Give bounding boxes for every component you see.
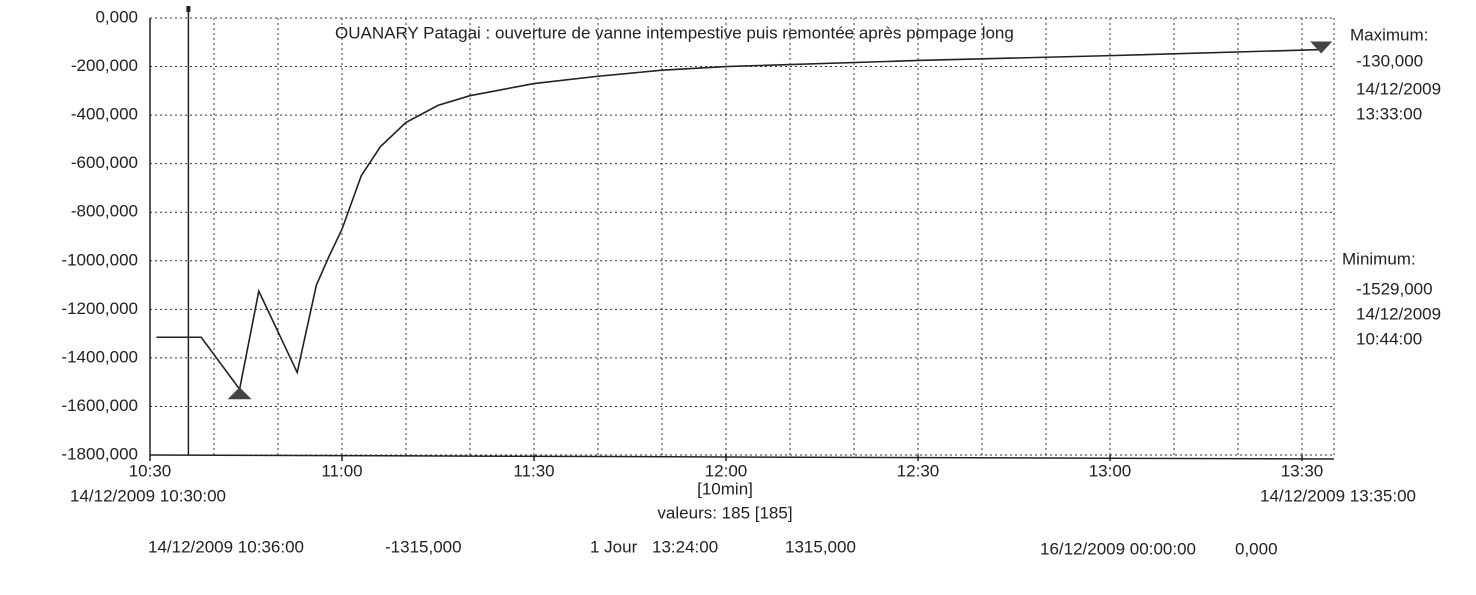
x-tick-label: 10:30 (129, 461, 172, 480)
cursor-handle (186, 6, 191, 12)
chart-title: OUANARY Patagai : ouverture de vanne int… (335, 23, 1014, 42)
y-tick-label: -400,000 (71, 105, 138, 124)
interval-label: [10min] (697, 479, 753, 498)
y-tick-label: -1400,000 (61, 347, 138, 366)
y-tick-label: -1800,000 (61, 444, 138, 463)
x-axis (149, 454, 1335, 460)
x-tick-label: 13:00 (1089, 461, 1132, 480)
x-tick-label: 11:30 (513, 461, 554, 480)
y-tick-label: -800,000 (71, 202, 138, 221)
x-end-label: 14/12/2009 13:35:00 (1260, 486, 1416, 505)
end-value: 0,000 (1235, 539, 1278, 558)
min-date: 14/12/2009 (1356, 304, 1441, 323)
max-value: -130,000 (1356, 51, 1423, 70)
max-date: 14/12/2009 (1356, 79, 1441, 98)
y-tick-label: -200,000 (71, 56, 138, 75)
cursor-value: -1315,000 (385, 537, 462, 556)
cursor-date: 14/12/2009 10:36:00 (148, 537, 304, 556)
x-tick-label: 12:30 (897, 461, 940, 480)
y-tick-label: 0,000 (95, 7, 138, 26)
span-duration: 13:24:00 (652, 537, 718, 556)
y-tick-label: -1200,000 (61, 299, 138, 318)
min-marker (227, 387, 252, 400)
count-label: valeurs: 185 [185] (657, 503, 792, 522)
x-start-label: 14/12/2009 10:30:00 (70, 486, 226, 505)
max-marker (1310, 41, 1333, 54)
span-delta: 1315,000 (785, 537, 856, 556)
max-label: Maximum: (1350, 25, 1428, 44)
x-tick-label: 11:00 (321, 461, 362, 480)
min-label: Minimum: (1342, 249, 1416, 268)
max-time: 13:33:00 (1356, 104, 1422, 123)
y-tick-label: -1000,000 (61, 250, 138, 269)
span-days: 1 Jour (590, 537, 638, 556)
y-tick-label: -600,000 (71, 153, 138, 172)
x-tick-label: 13:30 (1281, 461, 1324, 480)
min-value: -1529,000 (1356, 279, 1433, 298)
x-tick-label: 12:00 (705, 461, 748, 480)
end-date: 16/12/2009 00:00:00 (1040, 539, 1196, 558)
data-line (156, 48, 1322, 392)
min-time: 10:44:00 (1356, 329, 1422, 348)
y-tick-label: -1600,000 (61, 396, 138, 415)
